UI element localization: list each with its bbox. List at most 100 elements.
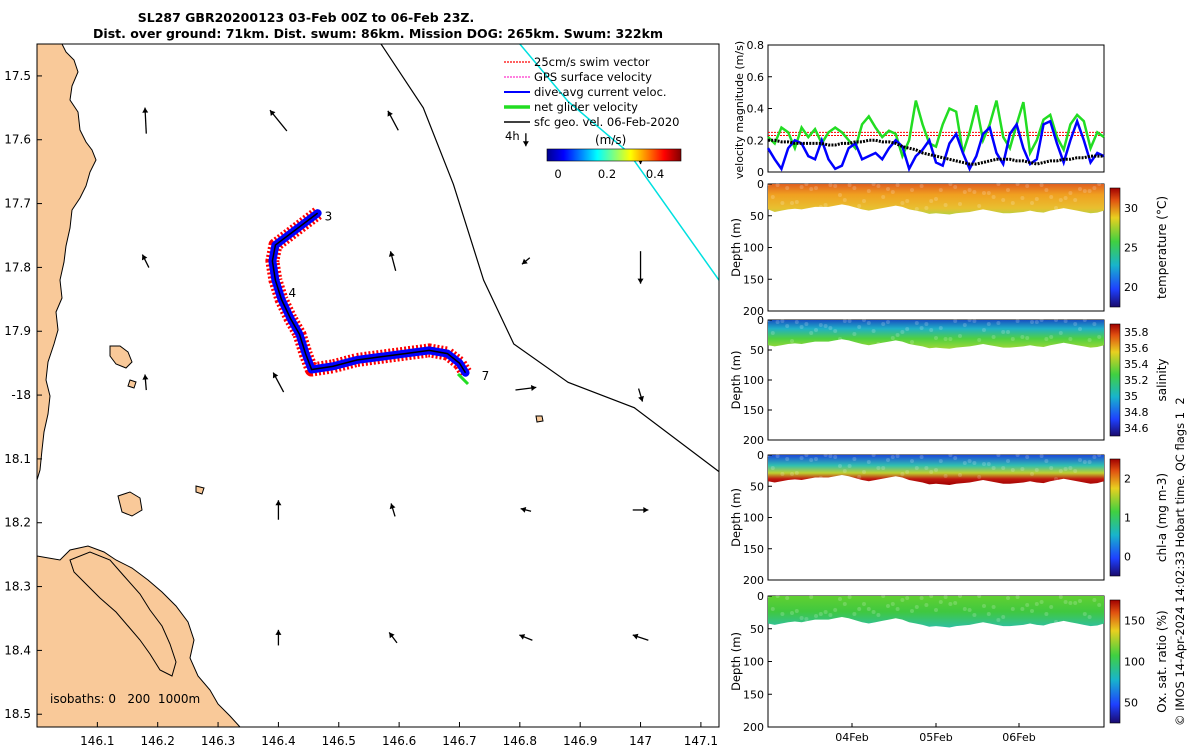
legend-label: sfc geo. vel. 06-Feb-2020 (534, 115, 680, 129)
section-sample-dot (962, 461, 967, 465)
section-sample-dot (818, 205, 823, 209)
legend-label: GPS surface velocity (534, 70, 652, 84)
section-sample-dot (905, 470, 910, 474)
section-ylabel: Depth (m) (729, 351, 743, 410)
section-sample-dot (785, 324, 790, 328)
section-sample-dot (938, 600, 943, 604)
section-sample-dot (1025, 455, 1030, 459)
section-sample-dot (962, 607, 967, 611)
section-sample-dot (1049, 195, 1054, 199)
section-sample-dot (828, 326, 833, 330)
isobaths-label: isobaths: 0 200 1000m (50, 692, 200, 706)
section-sample-dot (1020, 196, 1025, 200)
x-tick-label: 146.3 (201, 734, 235, 748)
x-tick-label: 06Feb (1002, 731, 1035, 744)
velocity-series-line (766, 117, 1105, 173)
section-sample-dot (770, 466, 775, 470)
legend-label: 25cm/s swim vector (534, 55, 650, 69)
section-sample-dot (857, 325, 862, 329)
section-sample-dot (895, 454, 900, 458)
y-tick-label: 200 (743, 721, 764, 734)
section-sample-dot (785, 596, 790, 600)
section-sample-dot (828, 613, 833, 617)
section-sample-dot (866, 321, 871, 325)
section-sample-dot (1054, 206, 1058, 210)
section-sample-dot (1039, 600, 1044, 604)
section-sample-dot (934, 336, 938, 340)
geo-vector-arrow (637, 251, 644, 284)
section-sample-dot (991, 466, 996, 470)
section-sample-dot (1039, 183, 1044, 187)
section-sample-dot (876, 613, 881, 617)
section-colorbar (1109, 187, 1121, 308)
y-tick-label: 50 (750, 623, 764, 636)
section-sample-dot (799, 616, 804, 620)
y-tick-label: 18.3 (4, 580, 31, 594)
island-land (117, 491, 143, 517)
section-sample-dot (814, 457, 818, 461)
section-sample-dot (866, 189, 871, 193)
y-tick-label: 0 (757, 314, 764, 327)
section-sample-dot (804, 617, 809, 621)
geo-vector-arrow (522, 133, 529, 147)
section-sample-dot (910, 609, 914, 613)
section-sample-dot (1063, 319, 1068, 323)
section-sample-dot (770, 195, 775, 199)
colorbar-tick-label: 0 (1124, 551, 1131, 564)
section-sample-dot (785, 186, 790, 190)
y-tick-label: 18.2 (4, 516, 31, 530)
y-tick-label: 17.5 (4, 69, 31, 83)
section-sample-dot (900, 330, 905, 334)
section-sample-dot (770, 607, 775, 611)
section-sample-dot (929, 470, 934, 474)
section-sample-dot (929, 199, 934, 203)
geo-vector-arrow (275, 500, 282, 520)
section-sample-dot (1054, 620, 1058, 624)
section-sample-dot (1015, 182, 1020, 186)
section-panel: 0 50 100 150 200 Depth (m) 50 100 150 Ox. sat. ra… (729, 590, 1169, 734)
figure-subtitle: Dist. over ground: 71km. Dist. swum: 86k… (93, 26, 663, 41)
section-sample-dot (982, 462, 986, 466)
section-sample-dot (958, 202, 962, 206)
y-tick-label: 150 (743, 273, 764, 286)
section-sample-dot (890, 602, 895, 606)
section-sample-dot (876, 184, 881, 188)
section-sample-dot (1068, 337, 1073, 341)
section-sample-dot (1078, 327, 1082, 331)
section-sample-dot (996, 182, 1001, 186)
track-label: 3 (325, 209, 333, 223)
section-sample-dot (934, 197, 938, 201)
section-sample-dot (943, 337, 948, 341)
section-sample-dot (847, 464, 852, 468)
section-sample-dot (1087, 460, 1092, 464)
velocity-series-line (767, 100, 1105, 160)
section-sample-dot (996, 453, 1001, 457)
section-sample-dot (1087, 338, 1092, 342)
section-sample-dot (814, 186, 818, 190)
section-sample-dot (1020, 607, 1025, 611)
section-sample-dot (871, 453, 876, 457)
colorbar-tick-label: 35.2 (1124, 374, 1149, 387)
track-day-labels: 3 4 7 (288, 209, 489, 383)
section-sample-dot (958, 594, 962, 598)
geo-vector-arrow (389, 503, 396, 517)
section-sample-dot (886, 604, 890, 608)
section-sample-dot (919, 326, 924, 330)
section-sample-dot (866, 607, 871, 611)
geo-vector-arrow (142, 374, 149, 391)
section-sample-dot (876, 466, 881, 470)
section-sample-dot (1044, 188, 1049, 192)
section-sample-dot (938, 459, 943, 463)
section-sample-dot (967, 608, 972, 612)
section-sample-dot (910, 188, 914, 192)
section-sample-dot (972, 613, 977, 617)
section-sample-dot (1030, 201, 1034, 205)
section-sample-dot (1034, 197, 1039, 201)
section-sample-dot (1078, 458, 1082, 462)
section-sample-dot (780, 201, 785, 205)
section-sample-dot (862, 199, 866, 203)
colorbar-tick-label: 20 (1124, 281, 1138, 294)
section-sample-dot (1073, 469, 1078, 473)
section-sample-dot (852, 186, 857, 190)
section-sample-dot (1068, 191, 1073, 195)
